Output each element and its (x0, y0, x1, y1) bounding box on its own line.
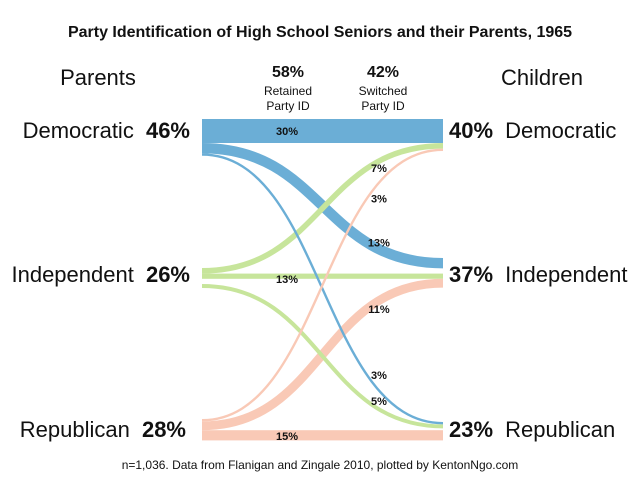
parent-label-democratic: Democratic 46% (23, 118, 190, 143)
parent-value-republican: 28% (142, 417, 186, 442)
child-name-democratic: Democratic (505, 118, 616, 143)
flow-independent-to-republican (201, 284, 444, 429)
left-header: Parents (60, 65, 136, 90)
switched-percent: 42% (367, 64, 399, 81)
retained-label-line1: Retained (264, 84, 312, 98)
flow-independent-to-independent (202, 273, 443, 279)
flow-label-independent-to-independent: 13% (276, 274, 298, 286)
retained-percent: 58% (272, 64, 304, 81)
footnote: n=1,036. Data from Flanigan and Zingale … (122, 458, 519, 472)
child-label-republican: 23% Republican (449, 417, 615, 442)
flow-label-republican-to-democratic: 3% (371, 193, 387, 205)
child-name-republican: Republican (505, 417, 615, 442)
chart-title: Party Identification of High School Seni… (68, 24, 572, 41)
parent-name-democratic: Democratic (23, 118, 134, 143)
flow-label-democratic-to-democratic: 30% (276, 126, 298, 138)
flow-republican-to-democratic (201, 148, 444, 422)
flow-independent-to-democratic (201, 143, 444, 274)
parent-value-democratic: 46% (146, 118, 190, 143)
flows-layer (201, 119, 444, 441)
flow-democratic-to-republican (201, 153, 444, 425)
child-value-democratic: 40% (449, 118, 493, 143)
flow-label-independent-to-democratic: 7% (371, 163, 387, 175)
flow-labels-layer: 30% 15% 13% 13% 11% 7% 5% 3% 3% (276, 126, 390, 443)
switched-label-line2: Party ID (361, 99, 405, 113)
parent-name-republican: Republican (20, 417, 130, 442)
parent-label-independent: Independent 26% (11, 262, 190, 287)
parent-value-independent: 26% (146, 262, 190, 287)
child-label-independent: 37% Independent (449, 262, 628, 287)
retained-label-line2: Party ID (266, 99, 310, 113)
flow-label-republican-to-republican: 15% (276, 431, 298, 443)
flow-label-republican-to-independent: 11% (368, 304, 390, 316)
child-label-democratic: 40% Democratic (449, 118, 616, 143)
flow-label-democratic-to-republican: 3% (371, 370, 387, 382)
flow-republican-to-republican (202, 430, 443, 441)
child-value-independent: 37% (449, 262, 493, 287)
parent-label-republican: Republican 28% (20, 417, 186, 442)
child-value-republican: 23% (449, 417, 493, 442)
right-header: Children (501, 65, 583, 90)
switched-label-line1: Switched (359, 84, 408, 98)
flow-label-democratic-to-independent: 13% (368, 238, 390, 250)
flow-democratic-to-democratic (202, 119, 443, 143)
parent-name-independent: Independent (11, 262, 133, 287)
child-name-independent: Independent (505, 262, 627, 287)
flow-label-independent-to-republican: 5% (371, 396, 387, 408)
